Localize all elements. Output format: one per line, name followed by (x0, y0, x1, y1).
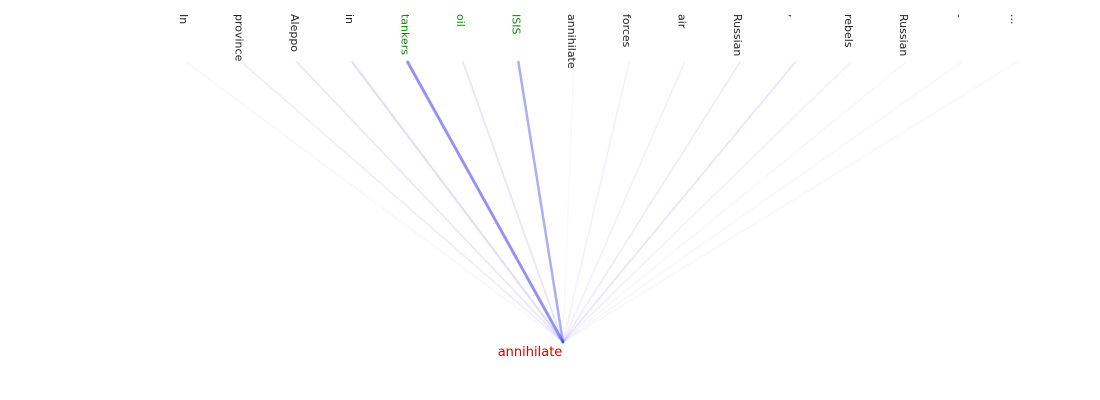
attention-edge-14 (562, 61, 963, 343)
attention-edge-6 (517, 60, 565, 344)
source-token-9: air (676, 14, 689, 29)
source-token-1: province (232, 14, 245, 62)
source-token-12: rebels (842, 14, 855, 48)
attention-edge-13 (562, 61, 907, 343)
attention-edge-4 (406, 60, 565, 344)
attention-edges (185, 60, 1018, 344)
attention-edge-5 (462, 61, 564, 343)
attention-edge-2 (295, 61, 564, 343)
source-token-15: ... (1008, 14, 1021, 25)
source-token-14: - (953, 14, 966, 18)
source-token-7: annihilate (565, 14, 578, 69)
source-token-0: In (177, 14, 190, 24)
source-token-10: Russian (731, 14, 744, 56)
source-token-6: ISIS (509, 14, 522, 34)
attention-edge-10 (562, 61, 741, 343)
attention-edge-15 (562, 61, 1018, 343)
attention-edge-1 (240, 61, 564, 343)
attention-edge-9 (562, 61, 686, 343)
source-token-4: tankers (399, 14, 412, 55)
source-token-13: Russian (897, 14, 910, 56)
attention-edge-0 (185, 61, 564, 343)
target-token-label: annihilate (498, 345, 563, 360)
attention-edge-12 (562, 61, 852, 343)
source-token-11: , (786, 14, 799, 18)
source-tokens: In province Aleppo in tankers oil ISIS annihila… (177, 14, 1021, 69)
source-token-8: forces (620, 14, 633, 48)
attention-edge-7 (562, 61, 575, 343)
attention-edge-11 (562, 61, 797, 343)
source-token-3: in (343, 14, 356, 24)
attention-edge-3 (351, 61, 564, 343)
attention-edge-8 (562, 61, 630, 343)
source-token-2: Aleppo (288, 14, 301, 52)
source-token-5: oil (454, 14, 467, 27)
